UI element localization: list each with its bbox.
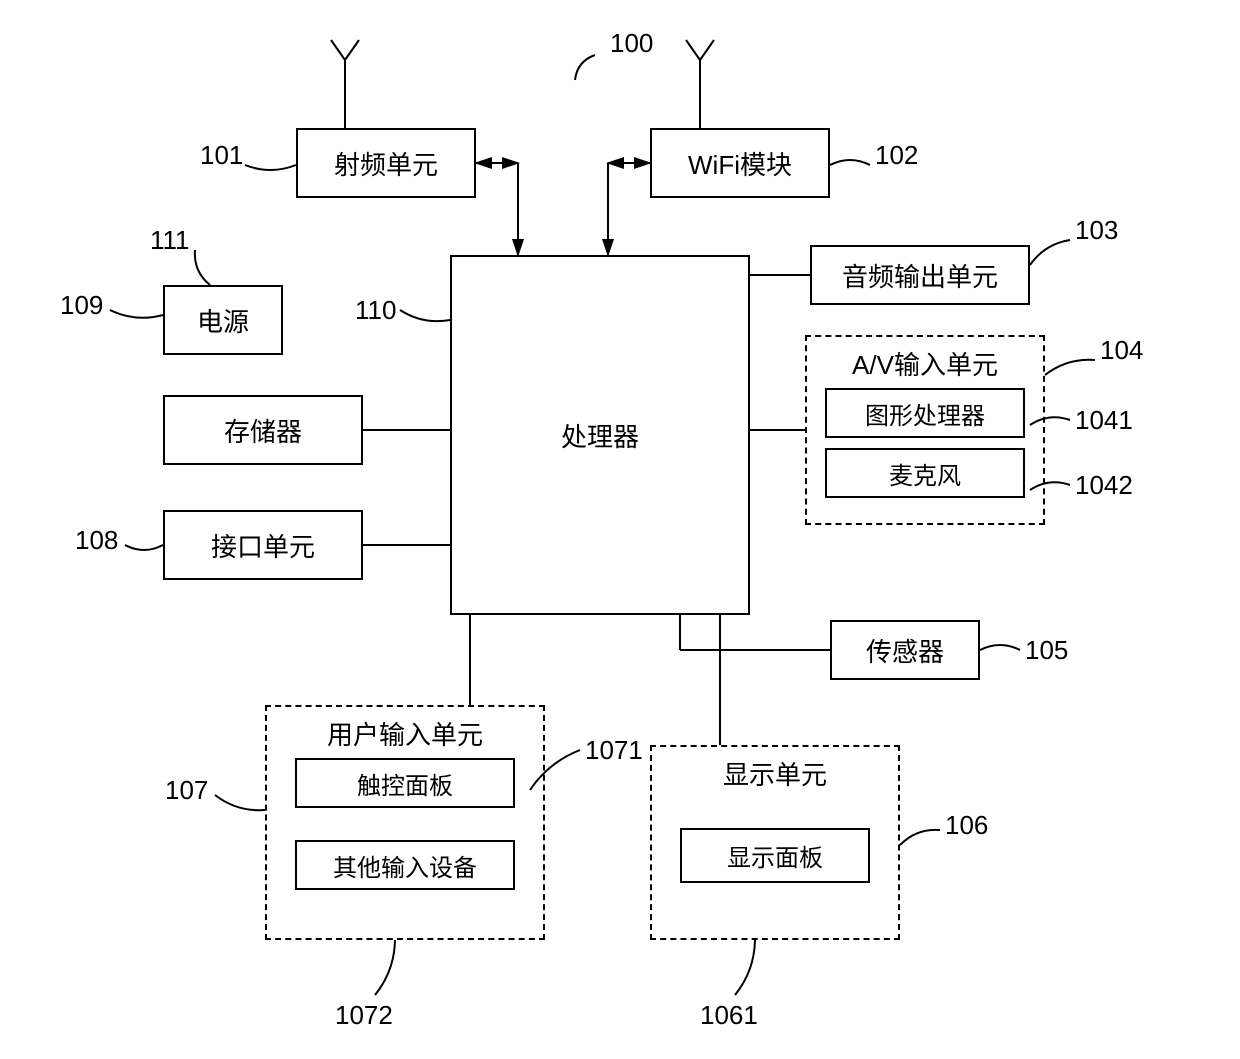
block-touch-panel: 触控面板 — [295, 758, 515, 808]
block-label: WiFi模块 — [688, 145, 792, 182]
block-label: 处理器 — [561, 417, 639, 454]
block-audio-output: 音频输出单元 — [810, 245, 1030, 305]
group-av-input: A/V输入单元 图形处理器 麦克风 — [805, 335, 1045, 525]
block-label: 电源 — [197, 302, 249, 339]
ref-106: 106 — [945, 810, 988, 841]
block-graphics-processor: 图形处理器 — [825, 388, 1025, 438]
ref-1071: 1071 — [585, 735, 643, 766]
block-label: 射频单元 — [334, 145, 438, 182]
group-title: 用户输入单元 — [327, 715, 483, 752]
ref-109: 109 — [60, 290, 103, 321]
ref-104: 104 — [1100, 335, 1143, 366]
block-memory: 存储器 — [163, 395, 363, 465]
block-sensor: 传感器 — [830, 620, 980, 680]
ref-102: 102 — [875, 140, 918, 171]
block-other-input-devices: 其他输入设备 — [295, 840, 515, 890]
ref-1042: 1042 — [1075, 470, 1133, 501]
diagram-canvas: 射频单元 WiFi模块 电源 存储器 接口单元 处理器 音频输出单元 传感器 A… — [0, 0, 1240, 1059]
block-processor: 处理器 — [450, 255, 750, 615]
group-title: A/V输入单元 — [852, 345, 998, 382]
block-wifi-module: WiFi模块 — [650, 128, 830, 198]
block-display-panel: 显示面板 — [680, 828, 870, 883]
group-display-unit: 显示单元 显示面板 — [650, 745, 900, 940]
block-label: 其他输入设备 — [333, 848, 477, 883]
block-label: 图形处理器 — [865, 396, 985, 431]
group-user-input: 用户输入单元 触控面板 其他输入设备 — [265, 705, 545, 940]
ref-111: 111 — [150, 225, 190, 256]
block-interface-unit: 接口单元 — [163, 510, 363, 580]
ref-103: 103 — [1075, 215, 1118, 246]
ref-101: 101 — [200, 140, 243, 171]
ref-108: 108 — [75, 525, 118, 556]
block-label: 存储器 — [224, 412, 302, 449]
block-microphone: 麦克风 — [825, 448, 1025, 498]
block-label: 显示面板 — [727, 838, 823, 873]
block-rf-unit: 射频单元 — [296, 128, 476, 198]
ref-107: 107 — [165, 775, 208, 806]
ref-1072: 1072 — [335, 1000, 393, 1031]
block-label: 接口单元 — [211, 527, 315, 564]
ref-105: 105 — [1025, 635, 1068, 666]
ref-1041: 1041 — [1075, 405, 1133, 436]
block-label: 传感器 — [866, 632, 944, 669]
block-label: 麦克风 — [889, 456, 961, 491]
ref-110: 110 — [355, 295, 396, 326]
block-label: 音频输出单元 — [842, 257, 998, 294]
ref-100: 100 — [610, 28, 653, 59]
group-title: 显示单元 — [723, 755, 827, 792]
block-power: 电源 — [163, 285, 283, 355]
ref-1061: 1061 — [700, 1000, 758, 1031]
block-label: 触控面板 — [357, 766, 453, 801]
